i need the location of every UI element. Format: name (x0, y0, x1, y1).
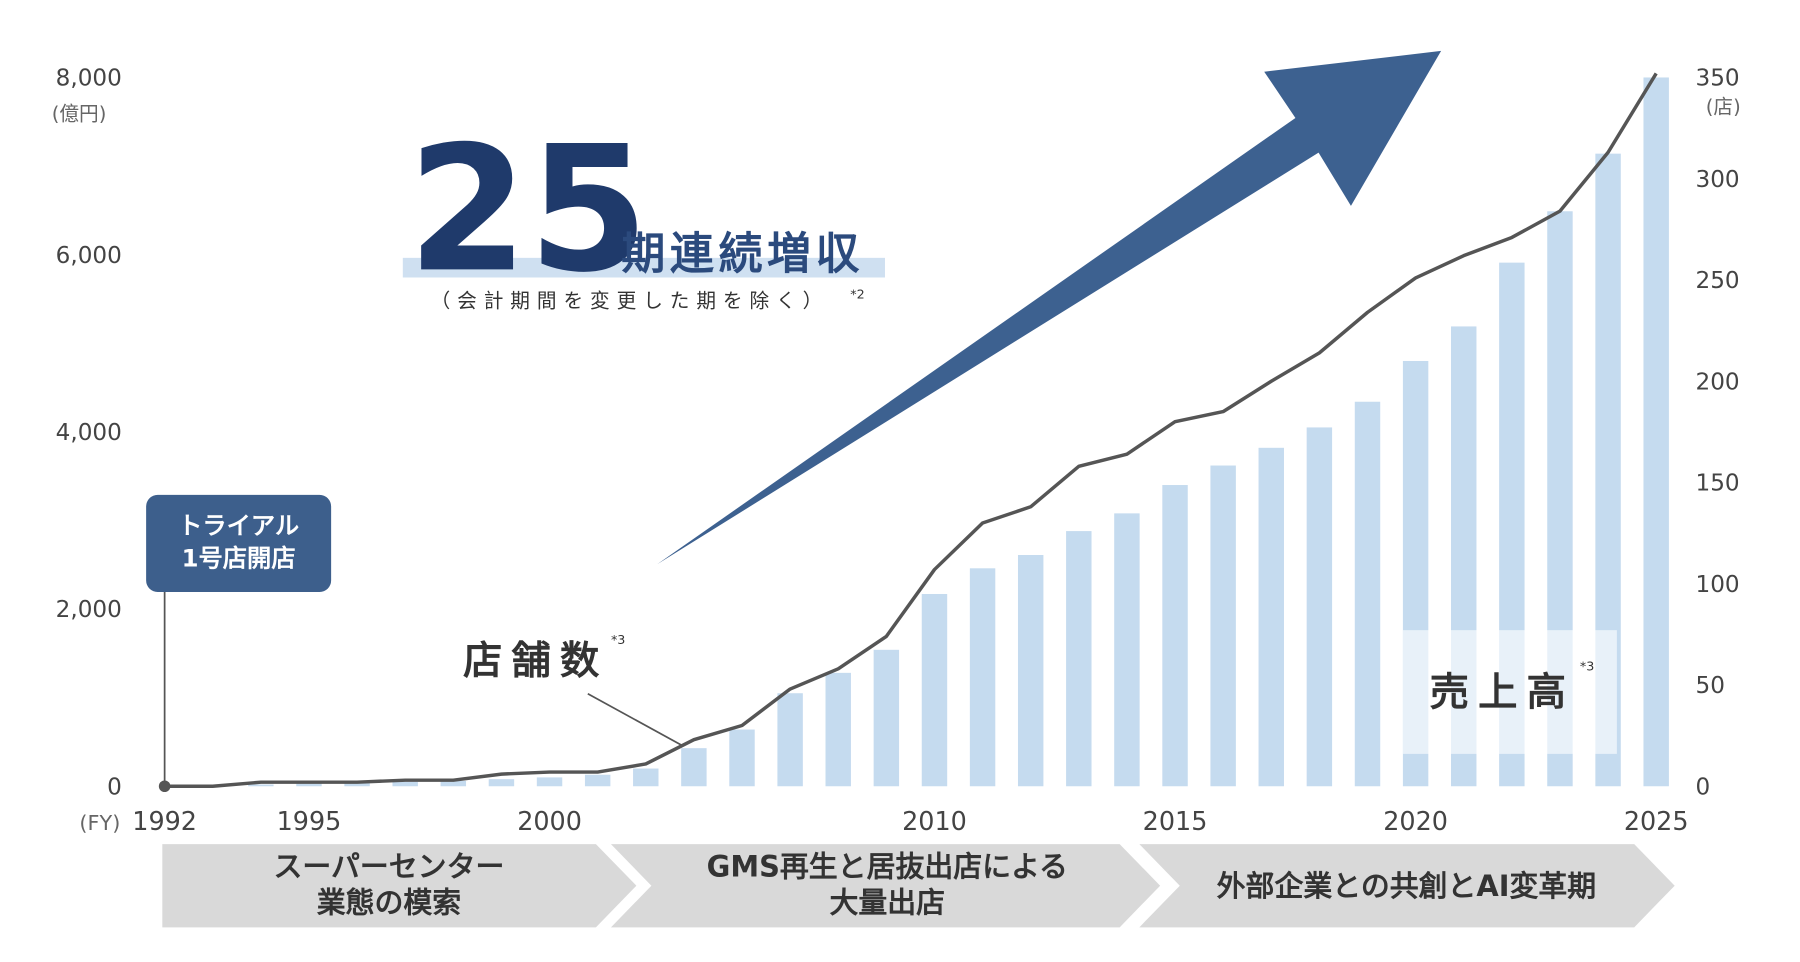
x-tick-label: 1995 (277, 806, 342, 836)
label-backdrop (1402, 630, 1617, 754)
event-dot (158, 780, 171, 793)
phase-label: スーパーセンター (274, 849, 505, 883)
bar (392, 781, 418, 787)
phase-label: 大量出店 (830, 885, 946, 919)
event-label: 1号店開店 (182, 544, 296, 573)
y-tick-label: 6,000 (56, 243, 122, 269)
y-unit: (億円) (52, 102, 107, 125)
bar (488, 779, 515, 787)
y-tick-label: 8,000 (56, 66, 122, 92)
bar (1354, 401, 1381, 787)
bar (1306, 427, 1333, 787)
bar (825, 672, 851, 787)
bar (1066, 531, 1092, 787)
y2-tick-label: 300 (1696, 167, 1740, 193)
x-tick-label: 1992 (132, 806, 197, 836)
y2-tick-label: 350 (1696, 66, 1740, 92)
bar (584, 774, 611, 787)
bar (921, 593, 948, 787)
line (164, 72, 1658, 788)
bar (681, 748, 707, 787)
bar (1114, 513, 1140, 787)
phase-label: 業態の模索 (317, 885, 461, 919)
bar (1258, 447, 1284, 787)
bar (296, 783, 322, 787)
bar (777, 693, 803, 787)
x-tick-label: 2025 (1624, 806, 1689, 836)
y2-unit: (店) (1706, 95, 1741, 118)
headline-number: 25 (407, 108, 648, 310)
headline-highlight (402, 257, 885, 278)
x-unit: (FY) (79, 811, 120, 835)
y2-tick-label: 150 (1696, 471, 1740, 497)
phase-label: GMS再生と居抜出店による (707, 849, 1068, 883)
x-tick-label: 2020 (1383, 806, 1448, 836)
growth-arrow (657, 50, 1442, 565)
bar (1210, 465, 1236, 787)
bar (729, 729, 755, 787)
y-tick-label: 2,000 (56, 597, 122, 623)
bar (1017, 555, 1044, 787)
phase-arrow (162, 844, 637, 928)
event-label: トライアル (178, 511, 299, 540)
series-label: 売上高 (1430, 670, 1576, 715)
bar (969, 568, 996, 787)
headline-text: 期連続増収 (621, 228, 864, 279)
y2-tick-label: 50 (1696, 673, 1725, 699)
series-label: 店舗数 (463, 639, 609, 684)
y2-tick-label: 200 (1696, 369, 1740, 395)
y2-tick-label: 250 (1696, 268, 1740, 294)
bar (873, 649, 900, 787)
bar (633, 768, 659, 787)
phase-arrow (610, 844, 1161, 928)
phase-label: 外部企業との共創とAI変革期 (1217, 869, 1597, 903)
y-tick-label: 4,000 (56, 420, 122, 446)
series-label-note: *3 (611, 632, 625, 647)
bar (1643, 77, 1669, 787)
bar (536, 777, 563, 787)
series-label-note: *3 (1580, 659, 1594, 674)
headline-note: （会計期間を変更した期を除く） (431, 290, 830, 313)
bar (248, 784, 274, 787)
headline-note-mark: *2 (850, 286, 864, 301)
bar (1162, 485, 1188, 787)
event-box (146, 494, 332, 592)
bar (440, 780, 467, 787)
y2-tick-label: 0 (1696, 774, 1711, 800)
x-tick-label: 2010 (902, 806, 967, 836)
x-tick-label: 2015 (1143, 806, 1208, 836)
phase-arrow (1139, 844, 1675, 928)
leader-line (587, 692, 684, 747)
x-tick-label: 2000 (517, 806, 582, 836)
bar (344, 782, 370, 787)
y2-tick-label: 100 (1696, 572, 1740, 598)
y-tick-label: 0 (107, 774, 122, 800)
